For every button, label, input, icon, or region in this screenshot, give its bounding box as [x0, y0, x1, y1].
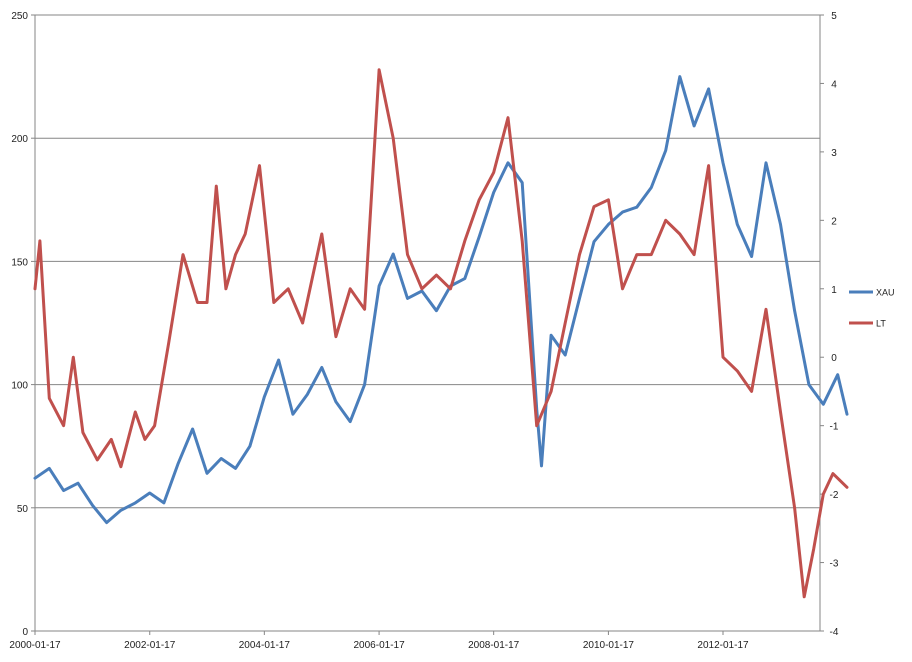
- left-tick-label: 250: [11, 11, 28, 22]
- left-tick-label: 50: [17, 504, 29, 515]
- x-tick-label: 2000-01-17: [9, 640, 61, 651]
- right-tick-label: 5: [831, 11, 837, 22]
- x-tick-label: 2002-01-17: [124, 640, 176, 651]
- legend-label-lt: LT: [876, 319, 886, 329]
- legend: XAU LT: [849, 288, 895, 329]
- left-tick-label: 200: [11, 134, 28, 145]
- right-tick-label: 1: [831, 285, 837, 296]
- left-tick-label: 100: [11, 381, 28, 392]
- right-tick-label: -1: [830, 422, 839, 433]
- right-tick-label: 0: [831, 353, 837, 364]
- axis-layer: 0 50 100 150 200 250 -4 -3 -2 -1 0 1 2 3 4 5 2000-01-17 2…: [9, 11, 838, 651]
- right-tick-label: -4: [830, 627, 839, 638]
- right-tick-label: -3: [830, 559, 839, 570]
- right-tick-label: 3: [831, 148, 837, 159]
- right-tick-label: -2: [830, 490, 839, 501]
- right-tick-label: 2: [831, 216, 837, 227]
- x-tick-label: 2004-01-17: [239, 640, 291, 651]
- left-tick-label: 150: [11, 257, 28, 268]
- x-tick-label: 2006-01-17: [354, 640, 406, 651]
- x-tick-label: 2010-01-17: [583, 640, 635, 651]
- series-line-xau: [33, 75, 849, 525]
- legend-label-xau: XAU: [876, 288, 895, 298]
- x-tick-label: 2012-01-17: [697, 640, 749, 651]
- right-tick-label: 4: [831, 79, 837, 90]
- series-line-lt: [33, 68, 849, 599]
- x-tick-label: 2008-01-17: [468, 640, 520, 651]
- left-tick-label: 0: [22, 627, 28, 638]
- series-layer: [33, 68, 849, 599]
